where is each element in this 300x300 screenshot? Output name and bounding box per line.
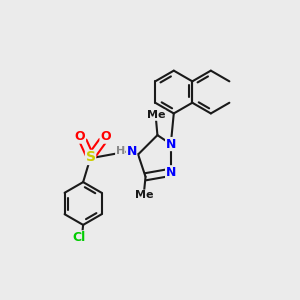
Text: N: N [166,166,176,179]
Text: N: N [126,145,137,158]
Text: Cl: Cl [72,231,85,244]
Text: Me: Me [135,190,153,200]
Text: O: O [75,130,86,143]
Text: H: H [116,146,125,157]
Text: N: N [166,138,176,151]
Text: S: S [85,150,96,164]
Text: O: O [100,130,111,143]
Text: Me: Me [147,110,165,120]
